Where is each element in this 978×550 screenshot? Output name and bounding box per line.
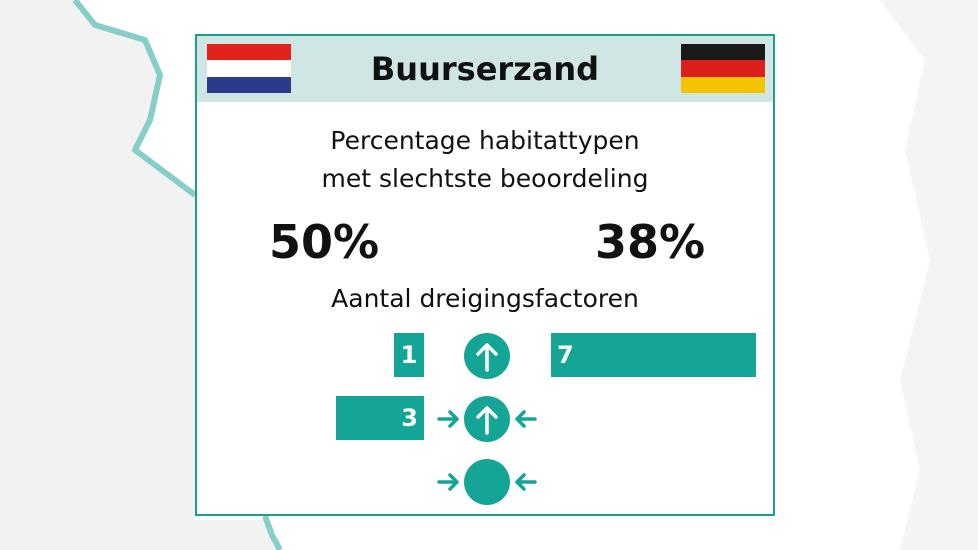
card-header: Buurserzand xyxy=(197,36,773,102)
de-threat-bar-1: 7 xyxy=(551,333,756,377)
up-arrow-circle-inward-arrows-icon xyxy=(437,396,537,442)
up-arrow-circle-icon xyxy=(464,333,510,379)
nl-threat-bar-2: 3 xyxy=(336,396,424,440)
card-title: Buurserzand xyxy=(370,50,600,88)
map-region-right xyxy=(880,0,978,550)
map-region-left xyxy=(0,0,280,550)
netherlands-flag-icon xyxy=(207,44,291,93)
flag-stripe xyxy=(681,44,765,61)
info-card: Buurserzand Percentage habitattypen met … xyxy=(195,34,775,516)
subtitle-line-1: Percentage habitattypen xyxy=(330,126,640,155)
circle-inward-arrows-icon xyxy=(437,459,537,505)
nl-threat-bar-1: 1 xyxy=(394,333,424,377)
subtitle-line-2: met slechtste beoordeling xyxy=(321,164,649,193)
flag-stripe xyxy=(681,76,765,93)
flag-stripe xyxy=(681,60,765,77)
de-percentage: 38% xyxy=(595,215,706,269)
flag-stripe xyxy=(207,60,291,77)
flag-stripe xyxy=(207,44,291,61)
threat-label: Aantal dreigingsfactoren xyxy=(331,284,639,313)
nl-percentage: 50% xyxy=(269,215,380,269)
border-line-bottom xyxy=(262,514,283,550)
border-line xyxy=(72,0,197,198)
germany-flag-icon xyxy=(681,44,765,93)
flag-stripe xyxy=(207,76,291,93)
